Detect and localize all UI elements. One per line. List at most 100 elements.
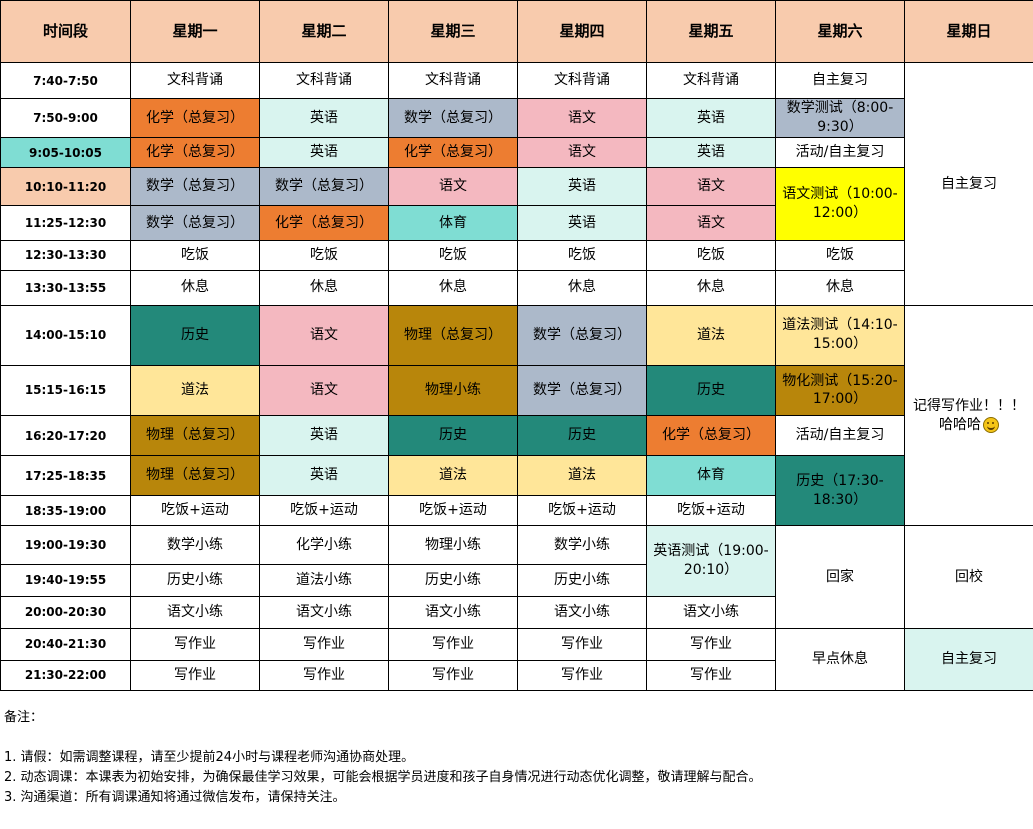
grinning-face-icon bbox=[983, 416, 999, 433]
class-label: 数学（总复习） bbox=[275, 178, 373, 195]
class-label: 道法测试（14:10-15:00） bbox=[782, 317, 898, 353]
time-slot: 16:20-17:20 bbox=[0, 415, 131, 457]
class-cell: 道法 bbox=[130, 364, 260, 417]
schedule-row: 20:40-21:30 写作业 写作业 写作业 写作业 写作业 早点休息 自主复习 bbox=[0, 627, 1033, 692]
class-cell: 写作业 bbox=[388, 627, 518, 661]
class-label: 英语 bbox=[310, 467, 338, 484]
schedule-row: 14:00-15:10 历史 语文 物理（总复习） 数学（总复习） 道法 道法测试（14:1… bbox=[0, 304, 1033, 527]
class-cell: 休息 bbox=[130, 269, 260, 306]
schedule-row: 20:00-20:30 语文小练 语文小练 语文小练 语文小练 语文小练 bbox=[0, 595, 1033, 629]
class-cell: 道法测试（14:10-15:00） bbox=[775, 304, 905, 366]
schedule-row: 10:10-11:20 数学（总复习） 数学（总复习） 语文 英语 语文 语文测试（10:0… bbox=[0, 167, 1033, 241]
class-label: 数学测试（8:00-9:30） bbox=[786, 100, 894, 136]
class-cell: 文科背诵 bbox=[646, 62, 776, 100]
class-label: 休息 bbox=[568, 279, 596, 296]
class-cell: 数学小练 bbox=[517, 525, 647, 565]
class-label: 休息 bbox=[181, 279, 209, 296]
class-cell: 物理（总复习） bbox=[130, 415, 260, 457]
class-label: 写作业 bbox=[432, 635, 474, 652]
class-label: 道法 bbox=[439, 467, 467, 484]
header-day: 星期二 bbox=[259, 0, 389, 64]
class-cell: 记得写作业！！！哈哈哈 bbox=[904, 304, 1033, 527]
class-cell: 英语 bbox=[517, 205, 647, 241]
class-cell: 语文测试（10:00-12:00） bbox=[775, 167, 905, 241]
class-cell: 语文 bbox=[646, 167, 776, 207]
header-day: 星期五 bbox=[646, 0, 776, 64]
class-cell: 吃饭 bbox=[775, 239, 905, 271]
time-slot: 17:25-18:35 bbox=[0, 455, 131, 497]
time-slot: 20:40-21:30 bbox=[0, 627, 131, 661]
class-cell: 数学小练 bbox=[130, 525, 260, 565]
class-cell: 语文小练 bbox=[388, 595, 518, 629]
class-cell: 吃饭+运动 bbox=[130, 495, 260, 527]
class-cell: 化学小练 bbox=[259, 525, 389, 565]
class-label: 语文小练 bbox=[167, 603, 223, 620]
class-label: 写作业 bbox=[303, 666, 345, 683]
class-label: 道法 bbox=[697, 326, 725, 343]
class-label: 语文 bbox=[439, 178, 467, 195]
class-cell: 回校 bbox=[904, 525, 1033, 629]
class-cell: 吃饭 bbox=[646, 239, 776, 271]
class-cell: 数学（总复习） bbox=[130, 167, 260, 207]
class-label: 休息 bbox=[697, 279, 725, 296]
class-label: 物理（总复习） bbox=[404, 326, 502, 343]
class-label: 数学（总复习） bbox=[146, 214, 244, 231]
class-cell: 历史 bbox=[517, 415, 647, 457]
class-label: 文科背诵 bbox=[167, 72, 223, 89]
class-cell: 体育 bbox=[388, 205, 518, 241]
class-label: 回家 bbox=[826, 568, 854, 585]
class-label: 物理小练 bbox=[425, 536, 481, 553]
class-label: 吃饭 bbox=[310, 246, 338, 263]
class-label: 英语 bbox=[697, 144, 725, 161]
schedule-row: 11:25-12:30 数学（总复习） 化学（总复习） 体育 英语 语文 bbox=[0, 205, 1033, 241]
class-label: 吃饭+运动 bbox=[548, 502, 616, 519]
class-cell: 数学（总复习） bbox=[130, 205, 260, 241]
class-cell: 化学（总复习） bbox=[130, 98, 260, 139]
class-label: 文科背诵 bbox=[554, 72, 610, 89]
class-label: 英语 bbox=[310, 427, 338, 444]
class-cell: 语文 bbox=[259, 304, 389, 366]
schedule-row: 19:40-19:55 历史小练 道法小练 历史小练 历史小练 bbox=[0, 563, 1033, 597]
time-slot: 15:15-16:15 bbox=[0, 364, 131, 417]
class-label: 数学小练 bbox=[554, 536, 610, 553]
class-cell: 化学（总复习） bbox=[646, 415, 776, 457]
schedule-row: 7:40-7:50 文科背诵 文科背诵 文科背诵 文科背诵 文科背诵 自主复习 自主复习 bbox=[0, 62, 1033, 306]
class-label: 语文小练 bbox=[683, 603, 739, 620]
class-cell: 英语测试（19:00-20:10） bbox=[646, 525, 776, 597]
class-label: 文科背诵 bbox=[683, 72, 739, 89]
class-label: 语文小练 bbox=[296, 603, 352, 620]
class-label: 物理小练 bbox=[425, 382, 481, 399]
class-cell: 历史小练 bbox=[388, 563, 518, 597]
class-cell: 物化测试（15:20-17:00） bbox=[775, 364, 905, 417]
class-label: 休息 bbox=[826, 279, 854, 296]
class-cell: 休息 bbox=[517, 269, 647, 306]
class-cell: 活动/自主复习 bbox=[775, 415, 905, 457]
class-cell: 写作业 bbox=[517, 659, 647, 692]
schedule-row: 16:20-17:20 物理（总复习） 英语 历史 历史 化学（总复习） 活动/自主复习 bbox=[0, 415, 1033, 457]
class-label: 历史 bbox=[697, 382, 725, 399]
class-label: 写作业 bbox=[303, 635, 345, 652]
class-label: 写作业 bbox=[174, 635, 216, 652]
class-label: 化学（总复习） bbox=[404, 144, 502, 161]
class-cell: 物理（总复习） bbox=[388, 304, 518, 366]
class-label: 英语 bbox=[568, 214, 596, 231]
class-label: 吃饭 bbox=[439, 246, 467, 263]
header-day: 星期三 bbox=[388, 0, 518, 64]
schedule-row: 21:30-22:00 写作业 写作业 写作业 写作业 写作业 bbox=[0, 659, 1033, 692]
class-label: 历史小练 bbox=[425, 571, 481, 588]
class-cell: 英语 bbox=[646, 137, 776, 169]
class-label: 语文小练 bbox=[554, 603, 610, 620]
class-label: 历史 bbox=[181, 326, 209, 343]
class-label: 化学（总复习） bbox=[662, 427, 760, 444]
class-label: 英语 bbox=[568, 178, 596, 195]
class-cell: 物理（总复习） bbox=[130, 455, 260, 497]
class-cell: 写作业 bbox=[130, 627, 260, 661]
class-label: 写作业 bbox=[561, 635, 603, 652]
class-label: 吃饭 bbox=[826, 246, 854, 263]
schedule-row: 9:05-10:05 化学（总复习） 英语 化学（总复习） 语文 英语 活动/自主复习 bbox=[0, 137, 1033, 169]
class-cell: 文科背诵 bbox=[130, 62, 260, 100]
class-label: 活动/自主复习 bbox=[795, 427, 885, 444]
class-cell: 自主复习 bbox=[904, 62, 1033, 306]
class-label: 数学小练 bbox=[167, 536, 223, 553]
class-cell: 历史小练 bbox=[517, 563, 647, 597]
